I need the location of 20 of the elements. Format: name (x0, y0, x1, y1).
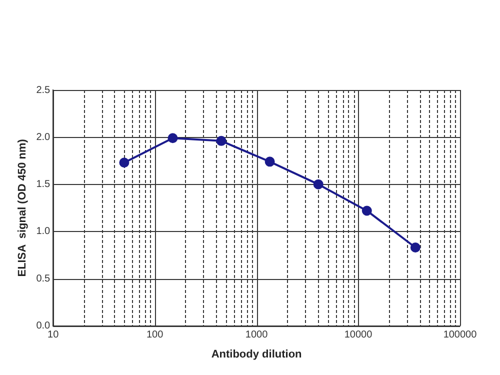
x-tick-label: 100 (146, 330, 164, 341)
point (313, 179, 324, 190)
x-tick-label: 1000 (245, 330, 268, 341)
y-tick-label: 0.5 (36, 273, 51, 284)
point (362, 206, 372, 216)
y-tick-label: 2.0 (36, 132, 51, 143)
point (410, 242, 420, 253)
y-tick-label: 1.0 (36, 226, 51, 238)
x-axis-title: Antibody dilution (211, 348, 302, 360)
point (119, 158, 130, 168)
point (168, 133, 178, 144)
y-tick-label: 2.5 (36, 84, 51, 96)
x-tick-label: 10 (48, 330, 60, 341)
point (216, 136, 226, 146)
y-axis-title: ELISA signal (OD 450 nm) (16, 138, 29, 277)
y-tick-label: 1.5 (36, 179, 51, 190)
x-tick-label: 100000 (443, 330, 478, 341)
point (264, 156, 275, 167)
x-tick-label: 10000 (344, 330, 373, 341)
y-tick-label: 0.0 (36, 320, 51, 332)
